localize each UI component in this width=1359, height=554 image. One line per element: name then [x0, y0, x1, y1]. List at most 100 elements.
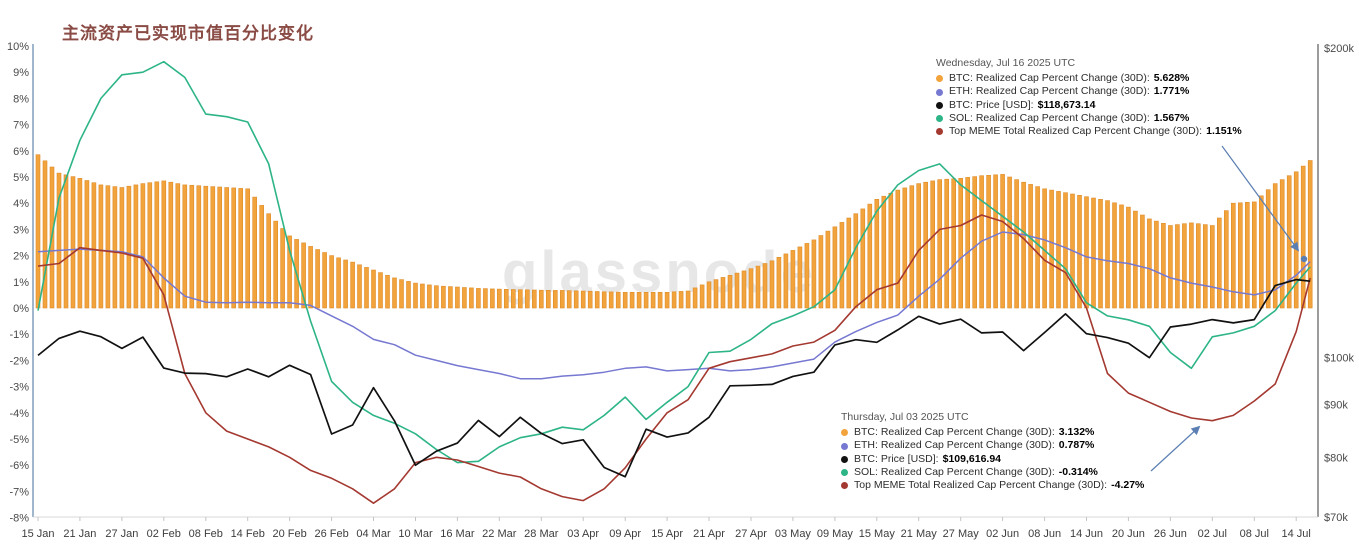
- svg-text:10%: 10%: [7, 41, 29, 53]
- eth-line: [37, 231, 1311, 380]
- x-axis-labels: 15 Jan 21 Jan 27 Jan 02 Feb 08 Feb 14 Feb 20 F…: [21, 517, 1311, 540]
- svg-text:$80k: $80k: [1324, 452, 1348, 464]
- svg-text:20 Feb: 20 Feb: [272, 528, 306, 540]
- svg-text:27 May: 27 May: [943, 528, 980, 540]
- legend-label: SOL: Realized Cap Percent Change (30D):: [949, 111, 1150, 124]
- legend-value: 3.132%: [1058, 426, 1095, 439]
- svg-text:9%: 9%: [13, 67, 29, 79]
- svg-text:-4%: -4%: [9, 408, 29, 420]
- legend-dot-icon: [936, 101, 943, 109]
- legend-label: BTC: Realized Cap Percent Change (30D):: [854, 426, 1055, 439]
- svg-text:-3%: -3%: [9, 382, 29, 394]
- svg-text:26 Feb: 26 Feb: [314, 528, 348, 540]
- svg-text:2%: 2%: [13, 251, 29, 263]
- svg-text:03 May: 03 May: [775, 528, 812, 540]
- svg-text:$200k: $200k: [1324, 43, 1354, 55]
- svg-text:1%: 1%: [13, 277, 29, 289]
- svg-text:3%: 3%: [13, 224, 29, 236]
- tooltip-items: BTC: Realized Cap Percent Change (30D): 3…: [841, 426, 1144, 492]
- legend-label: BTC: Realized Cap Percent Change (30D):: [949, 72, 1150, 85]
- svg-text:6%: 6%: [13, 146, 29, 158]
- legend-value: -0.314%: [1058, 465, 1098, 478]
- legend-item: BTC: Realized Cap Percent Change (30D): 3…: [841, 426, 1144, 439]
- btc-realized-cap-bars: [35, 154, 1313, 309]
- svg-text:$90k: $90k: [1324, 400, 1348, 412]
- legend-item: BTC: Price [USD]: $109,616.94: [841, 453, 1144, 466]
- legend-value: 1.771%: [1153, 85, 1190, 98]
- tooltip-jul03: Thursday, Jul 03 2025 UTC BTC: Realized …: [841, 411, 1144, 492]
- svg-text:02 Jun: 02 Jun: [986, 528, 1019, 540]
- svg-text:$100k: $100k: [1324, 353, 1354, 365]
- legend-item: BTC: Realized Cap Percent Change (30D): 5…: [936, 72, 1242, 85]
- left-axis-labels: 10% 9% 8% 7% 6% 5% 4% 3% 2% 1% 0% -1% -2% -3% -4% -5% -6…: [7, 41, 29, 525]
- svg-text:16 Mar: 16 Mar: [440, 528, 475, 540]
- btc-price-line: [37, 278, 1311, 478]
- legend-item: Top MEME Total Realized Cap Percent Chan…: [841, 479, 1144, 492]
- svg-text:-8%: -8%: [9, 513, 29, 525]
- legend-label: Top MEME Total Realized Cap Percent Chan…: [949, 125, 1203, 138]
- legend-dot-icon: [841, 455, 848, 463]
- right-axis-labels: $200k $100k $90k $80k $70k: [1324, 43, 1354, 524]
- tooltip-date: Wednesday, Jul 16 2025 UTC: [936, 57, 1076, 69]
- sol-line: [37, 60, 1311, 464]
- legend-value: 5.628%: [1153, 72, 1190, 85]
- svg-text:27 Jan: 27 Jan: [105, 528, 138, 540]
- svg-text:15 Jan: 15 Jan: [21, 528, 54, 540]
- svg-text:04 Mar: 04 Mar: [356, 528, 391, 540]
- legend-value: $109,616.94: [942, 452, 1002, 465]
- svg-text:22 Mar: 22 Mar: [482, 528, 517, 540]
- legend-item: BTC: Price [USD]: $118,673.14: [936, 99, 1242, 112]
- svg-text:21 May: 21 May: [901, 528, 938, 540]
- svg-text:4%: 4%: [13, 198, 29, 210]
- svg-text:20 Jun: 20 Jun: [1112, 528, 1145, 540]
- legend-dot-icon: [936, 75, 943, 83]
- legend-item: Top MEME Total Realized Cap Percent Chan…: [936, 125, 1242, 138]
- svg-text:14 Feb: 14 Feb: [231, 528, 265, 540]
- meme-line: [37, 214, 1311, 504]
- legend-label: BTC: Price [USD]:: [854, 452, 939, 465]
- annotation-arrow-jul16: [1221, 145, 1300, 252]
- legend-item: ETH: Realized Cap Percent Change (30D): 1…: [936, 85, 1242, 98]
- legend-value: $118,673.14: [1037, 98, 1096, 111]
- legend-label: SOL: Realized Cap Percent Change (30D):: [854, 465, 1055, 478]
- legend-dot-icon: [936, 88, 943, 96]
- tooltip-jul16: Wednesday, Jul 16 2025 UTC BTC: Realized…: [936, 57, 1242, 138]
- svg-text:08 Jun: 08 Jun: [1028, 528, 1061, 540]
- page-title: 主流资产已实现市值百分比变化: [62, 24, 314, 44]
- svg-text:10 Mar: 10 Mar: [398, 528, 433, 540]
- annotation-arrow-jul03: [1150, 425, 1201, 472]
- svg-text:$70k: $70k: [1324, 512, 1348, 524]
- legend-dot-icon: [936, 114, 943, 122]
- svg-text:28 Mar: 28 Mar: [524, 528, 559, 540]
- svg-text:02 Jul: 02 Jul: [1198, 528, 1227, 540]
- tooltip-date: Thursday, Jul 03 2025 UTC: [841, 411, 969, 423]
- svg-text:15 Apr: 15 Apr: [651, 528, 683, 540]
- svg-text:-5%: -5%: [9, 434, 29, 446]
- svg-text:02 Feb: 02 Feb: [147, 528, 181, 540]
- legend-item: SOL: Realized Cap Percent Change (30D): 1…: [936, 112, 1242, 125]
- svg-text:-7%: -7%: [9, 486, 29, 498]
- svg-text:7%: 7%: [13, 120, 29, 132]
- svg-text:14 Jul: 14 Jul: [1282, 528, 1311, 540]
- svg-text:14 Jun: 14 Jun: [1070, 528, 1103, 540]
- legend-value: 1.151%: [1206, 125, 1242, 138]
- annotation-point-jul16: [1300, 255, 1308, 263]
- legend-dot-icon: [936, 128, 943, 136]
- svg-text:-6%: -6%: [9, 460, 29, 472]
- svg-text:-1%: -1%: [9, 329, 29, 341]
- tooltip-items: BTC: Realized Cap Percent Change (30D): 5…: [936, 72, 1242, 138]
- legend-label: Top MEME Total Realized Cap Percent Chan…: [854, 479, 1108, 492]
- svg-text:0%: 0%: [13, 303, 29, 315]
- svg-text:-2%: -2%: [9, 355, 29, 367]
- svg-text:09 Apr: 09 Apr: [609, 528, 641, 540]
- svg-text:8%: 8%: [13, 93, 29, 105]
- svg-text:26 Jun: 26 Jun: [1154, 528, 1187, 540]
- svg-text:27 Apr: 27 Apr: [735, 528, 767, 540]
- svg-text:21 Jan: 21 Jan: [63, 528, 96, 540]
- svg-text:5%: 5%: [13, 172, 29, 184]
- legend-dot-icon: [841, 442, 848, 450]
- legend-dot-icon: [841, 482, 848, 490]
- legend-label: ETH: Realized Cap Percent Change (30D):: [949, 85, 1150, 98]
